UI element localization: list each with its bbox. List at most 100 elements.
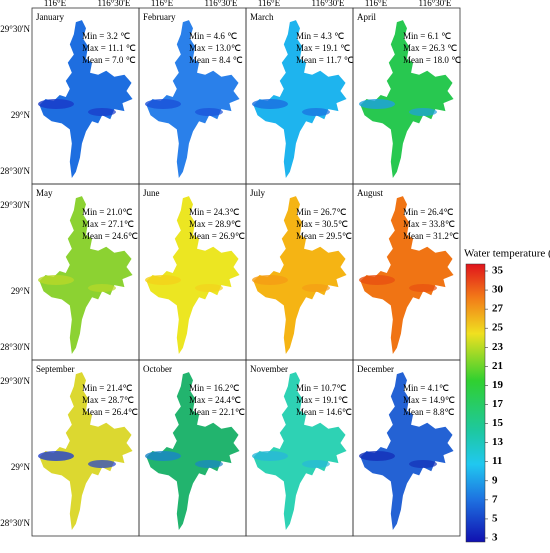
stat-min: Min = 16.2℃ bbox=[189, 383, 239, 393]
colorbar-tick-label: 15 bbox=[492, 417, 504, 429]
colorbar-tick-label: 3 bbox=[492, 532, 498, 544]
stat-max: Max = 27.1℃ bbox=[82, 219, 134, 229]
lake-shallow-area bbox=[409, 108, 437, 116]
stat-max: Max = 28.7℃ bbox=[82, 395, 134, 405]
month-label: April bbox=[357, 12, 376, 22]
stat-mean: Mean = 8.8℃ bbox=[403, 407, 454, 417]
stat-min: Min = 21.4℃ bbox=[82, 383, 132, 393]
month-label: February bbox=[143, 12, 176, 22]
stat-max: Max = 13.0℃ bbox=[189, 43, 241, 53]
colorbar-title: Water temperature (℃) bbox=[464, 248, 550, 260]
stat-min: Min = 4.6 ℃ bbox=[189, 31, 237, 41]
lake-shallow-area bbox=[409, 284, 437, 292]
stat-max: Max = 24.4℃ bbox=[189, 395, 241, 405]
colorbar-tick-label: 9 bbox=[492, 474, 498, 486]
stat-max: Max = 11.1 ℃ bbox=[82, 43, 136, 53]
lat-label: 28°30'N bbox=[0, 518, 30, 528]
lake-shallow-area bbox=[38, 99, 74, 109]
lat-label: 29°30'N bbox=[0, 200, 30, 210]
lake-shallow-area bbox=[145, 451, 181, 461]
stat-mean: Mean = 8.4 ℃ bbox=[189, 55, 243, 65]
lake-shallow-area bbox=[359, 275, 395, 285]
month-label: March bbox=[250, 12, 274, 22]
stat-min: Min = 10.7℃ bbox=[296, 383, 346, 393]
lat-label: 28°30'N bbox=[0, 342, 30, 352]
lon-label: 116°30'E bbox=[312, 0, 345, 8]
lake-shallow-area bbox=[38, 451, 74, 461]
lon-label: 116°E bbox=[151, 0, 174, 8]
colorbar-tick-label: 17 bbox=[492, 398, 504, 410]
colorbar-tick-label: 13 bbox=[492, 436, 504, 448]
stat-min: Min = 4.3 ℃ bbox=[296, 31, 344, 41]
stat-min: Min = 26.7℃ bbox=[296, 207, 346, 217]
lon-label: 116°E bbox=[258, 0, 281, 8]
stat-mean: Mean = 14.6℃ bbox=[296, 407, 352, 417]
lat-label: 29°N bbox=[11, 462, 31, 472]
colorbar-tick-label: 30 bbox=[492, 284, 504, 296]
lake-shallow-area bbox=[302, 284, 330, 292]
lat-label: 29°30'N bbox=[0, 24, 30, 34]
month-label: October bbox=[143, 364, 172, 374]
lon-label: 116°E bbox=[44, 0, 67, 8]
lake-shallow-area bbox=[409, 460, 437, 468]
stat-min: Min = 3.2 ℃ bbox=[82, 31, 130, 41]
stat-max: Max = 19.1℃ bbox=[296, 395, 348, 405]
colorbar-tick-label: 21 bbox=[492, 360, 503, 372]
lake-shallow-area bbox=[302, 108, 330, 116]
colorbar-tick-label: 5 bbox=[492, 512, 498, 524]
stat-min: Min = 4.1℃ bbox=[403, 383, 449, 393]
stat-max: Max = 19.1 ℃ bbox=[296, 43, 350, 53]
stat-mean: Mean = 26.9℃ bbox=[189, 231, 245, 241]
colorbar-tick-label: 25 bbox=[492, 322, 504, 334]
stat-min: Min = 26.4℃ bbox=[403, 207, 453, 217]
colorbar-tick-label: 7 bbox=[492, 493, 498, 505]
stat-min: Min = 6.1 ℃ bbox=[403, 31, 451, 41]
stat-min: Min = 21.0℃ bbox=[82, 207, 132, 217]
lon-label: 116°E bbox=[365, 0, 388, 8]
lake-shallow-area bbox=[359, 99, 395, 109]
lake-shallow-area bbox=[195, 108, 223, 116]
colorbar-tick-label: 23 bbox=[492, 341, 504, 353]
stat-mean: Mean = 29.5℃ bbox=[296, 231, 352, 241]
colorbar bbox=[465, 263, 486, 543]
stat-mean: Mean = 11.7 ℃ bbox=[296, 55, 354, 65]
month-label: November bbox=[250, 364, 288, 374]
colorbar-tick-label: 35 bbox=[492, 265, 504, 277]
lat-label: 29°N bbox=[11, 110, 31, 120]
lake-shallow-area bbox=[88, 284, 116, 292]
lake-shallow-area bbox=[88, 460, 116, 468]
stat-max: Max = 33.8℃ bbox=[403, 219, 455, 229]
lake-shallow-area bbox=[359, 451, 395, 461]
stat-mean: Mean = 31.2℃ bbox=[403, 231, 459, 241]
month-label: January bbox=[36, 12, 64, 22]
panel-grid: January Min = 3.2 ℃ Max = 11.1 ℃ Mean = 7.0… bbox=[0, 0, 461, 537]
lake-shallow-area bbox=[252, 275, 288, 285]
stat-mean: Mean = 18.0 ℃ bbox=[403, 55, 461, 65]
lake-shallow-area bbox=[195, 460, 223, 468]
month-label: September bbox=[36, 364, 75, 374]
colorbar-tick-label: 11 bbox=[492, 455, 502, 467]
lake-shallow-area bbox=[252, 451, 288, 461]
lake-shallow-area bbox=[145, 275, 181, 285]
colorbar-tick-label: 19 bbox=[492, 379, 504, 391]
month-label: June bbox=[143, 188, 160, 198]
month-label: August bbox=[357, 188, 384, 198]
stat-mean: Mean = 26.4℃ bbox=[82, 407, 138, 417]
lake-shallow-area bbox=[302, 460, 330, 468]
stat-mean: Mean = 22.1℃ bbox=[189, 407, 245, 417]
month-label: July bbox=[250, 188, 266, 198]
stat-max: Max = 14.9℃ bbox=[403, 395, 455, 405]
lake-shallow-area bbox=[195, 284, 223, 292]
lake-shallow-area bbox=[252, 99, 288, 109]
stat-min: Min = 24.3℃ bbox=[189, 207, 239, 217]
lake-shallow-area bbox=[145, 99, 181, 109]
stat-max: Max = 26.3 ℃ bbox=[403, 43, 457, 53]
stat-max: Max = 30.5℃ bbox=[296, 219, 348, 229]
colorbar-tick-label: 27 bbox=[492, 303, 504, 315]
lat-label: 28°30'N bbox=[0, 166, 30, 176]
lon-label: 116°30'E bbox=[205, 0, 238, 8]
stat-max: Max = 28.9℃ bbox=[189, 219, 241, 229]
stat-mean: Mean = 24.6℃ bbox=[82, 231, 138, 241]
lat-label: 29°30'N bbox=[0, 376, 30, 386]
lake-shallow-area bbox=[88, 108, 116, 116]
